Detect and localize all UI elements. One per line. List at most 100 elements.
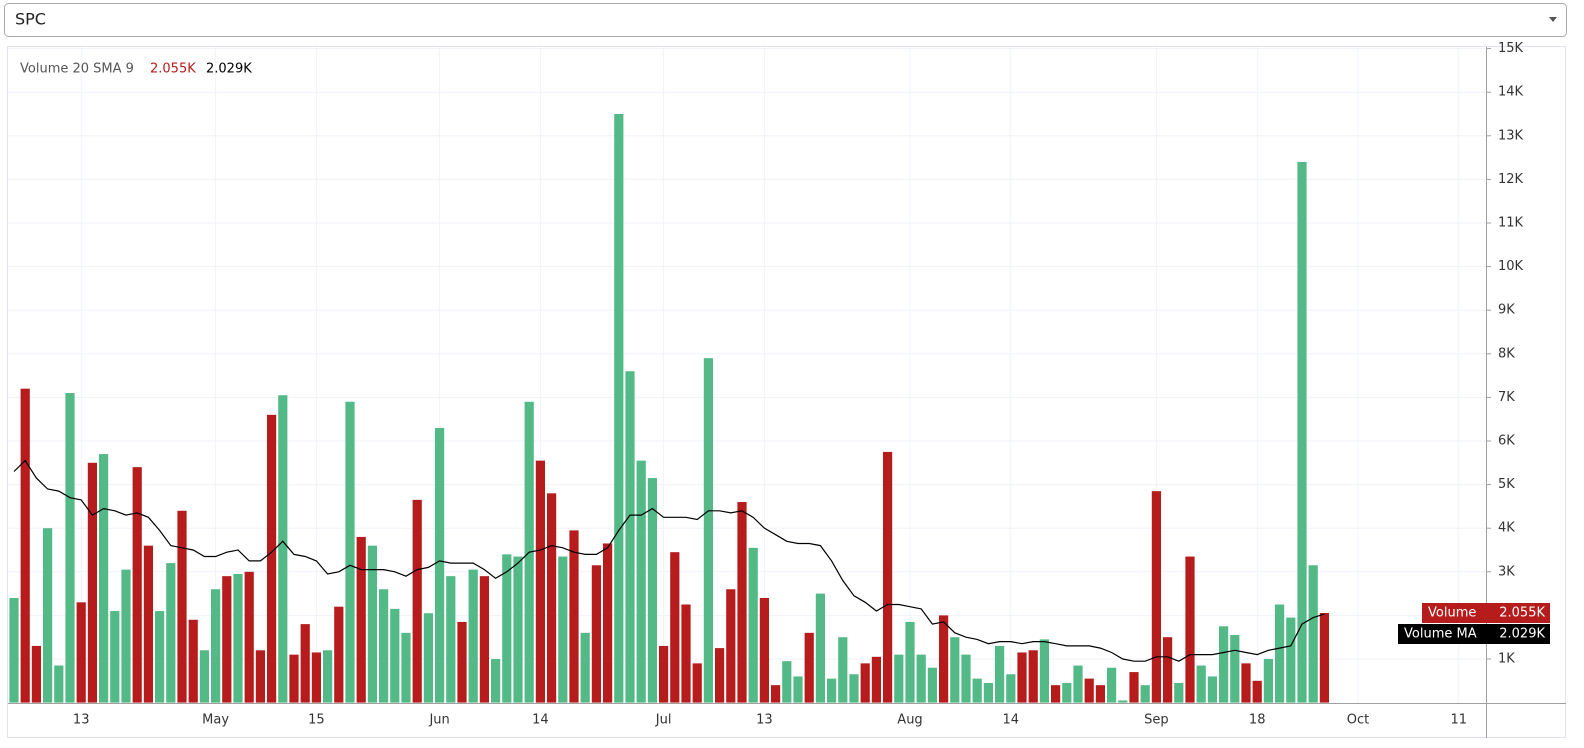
- volume-bar: [1129, 672, 1139, 703]
- volume-bar: [1319, 613, 1329, 703]
- volume-bar: [143, 545, 153, 703]
- volume-bar: [1196, 665, 1206, 703]
- y-tick-label: 10K: [1498, 259, 1524, 274]
- volume-bar: [401, 632, 411, 703]
- volume-bar: [939, 615, 949, 703]
- x-tick-label: 15: [308, 713, 325, 728]
- y-tick-label: 7K: [1498, 390, 1515, 405]
- volume-bar: [188, 619, 198, 703]
- y-tick-label: 14K: [1498, 85, 1524, 100]
- volume-bar: [1185, 556, 1195, 703]
- volume-bar: [177, 510, 187, 703]
- x-tick-label: 14: [532, 713, 549, 728]
- volume-bar: [513, 556, 523, 703]
- y-tick-label: 8K: [1498, 346, 1515, 361]
- volume-bar: [547, 493, 557, 703]
- volume-bar: [323, 650, 333, 703]
- volume-bar: [1263, 659, 1273, 703]
- x-tick-label: Oct: [1347, 713, 1369, 728]
- volume-bar: [1241, 663, 1251, 703]
- volume-bar: [99, 454, 109, 703]
- volume-bar: [1275, 604, 1285, 703]
- volume-bar: [569, 530, 579, 703]
- bars: [9, 114, 1329, 703]
- volume-bar: [1084, 678, 1094, 703]
- x-tick-label: 13: [73, 713, 90, 728]
- volume-bar: [916, 654, 926, 703]
- volume-bar: [1051, 685, 1061, 703]
- volume-bar: [1174, 682, 1184, 703]
- volume-bar: [737, 502, 747, 703]
- volume-bar: [502, 554, 512, 703]
- volume-bar: [1219, 626, 1229, 703]
- volume-bar: [1028, 650, 1038, 703]
- price-tags: Volume 2.055K Volume MA 2.029K: [1398, 603, 1550, 645]
- volume-bar: [670, 552, 680, 703]
- y-tick-label: 1K: [1498, 652, 1515, 667]
- y-tick-label: 12K: [1498, 172, 1524, 187]
- volume-bar: [883, 451, 893, 703]
- volume-bar: [972, 678, 982, 703]
- price-tag-value: 2.029K: [1499, 627, 1545, 642]
- price-tag-name: Volume: [1428, 606, 1476, 621]
- volume-bar: [1286, 617, 1296, 703]
- volume-bar: [65, 393, 75, 703]
- indicator-volume-value: 2.055K: [150, 62, 196, 77]
- volume-bar: [827, 678, 837, 703]
- x-tick-label: 13: [756, 713, 773, 728]
- axis-labels: 1K2K3K4K5K6K7K8K9K10K11K12K13K14K15K13Ma…: [73, 41, 1524, 727]
- volume-bar: [580, 632, 590, 703]
- volume-bar: [1017, 652, 1027, 703]
- volume-bar: [681, 604, 691, 703]
- volume-bar: [692, 663, 702, 703]
- volume-bar: [233, 573, 243, 703]
- volume-bar: [211, 589, 221, 703]
- volume-bar: [20, 388, 30, 703]
- volume-bar: [199, 650, 209, 703]
- volume-bar: [815, 593, 825, 703]
- price-tag-value: 2.055K: [1499, 606, 1545, 621]
- volume-bar: [860, 663, 870, 703]
- volume-bar: [1230, 635, 1240, 703]
- volume-bar: [659, 645, 669, 703]
- volume-bar: [1107, 667, 1117, 703]
- volume-bar: [9, 597, 19, 703]
- symbol-select-value[interactable]: SPC: [15, 10, 46, 29]
- volume-bar: [222, 576, 232, 703]
- volume-bar: [603, 543, 613, 703]
- volume-bar: [367, 545, 377, 703]
- volume-bar: [793, 676, 803, 703]
- volume-bar: [1207, 676, 1217, 703]
- volume-bar: [849, 674, 859, 703]
- volume-bar: [1095, 685, 1105, 703]
- volume-bar: [457, 621, 467, 703]
- y-tick-label: 4K: [1498, 521, 1515, 536]
- volume-bar: [535, 460, 545, 703]
- volume-bar: [289, 654, 299, 703]
- lines: [13, 459, 1325, 662]
- x-tick-label: 18: [1249, 713, 1266, 728]
- x-tick-label: 14: [1003, 713, 1020, 728]
- volume-bar: [1062, 682, 1072, 703]
- x-tick-label: Sep: [1144, 713, 1169, 728]
- price-tag-name: Volume MA: [1404, 627, 1477, 642]
- volume-bar: [166, 563, 176, 703]
- volume-bar: [927, 667, 937, 703]
- dropdown-arrow[interactable]: [1549, 17, 1557, 22]
- volume-bar: [771, 685, 781, 703]
- volume-bar: [446, 576, 456, 703]
- volume-bar: [1006, 674, 1016, 703]
- volume-bar: [748, 547, 758, 703]
- volume-bar: [110, 611, 120, 703]
- x-tick-label: 11: [1451, 713, 1468, 728]
- volume-bar: [950, 637, 960, 703]
- volume-bar: [479, 576, 489, 703]
- volume-bar: [703, 358, 713, 703]
- volume-bar: [1140, 685, 1150, 703]
- volume-bar: [1073, 665, 1083, 703]
- symbol-select[interactable]: [4, 3, 1567, 37]
- volume-bar: [345, 401, 355, 703]
- volume-bar: [726, 589, 736, 703]
- volume-bar: [636, 460, 646, 703]
- x-tick-label: Aug: [897, 713, 922, 728]
